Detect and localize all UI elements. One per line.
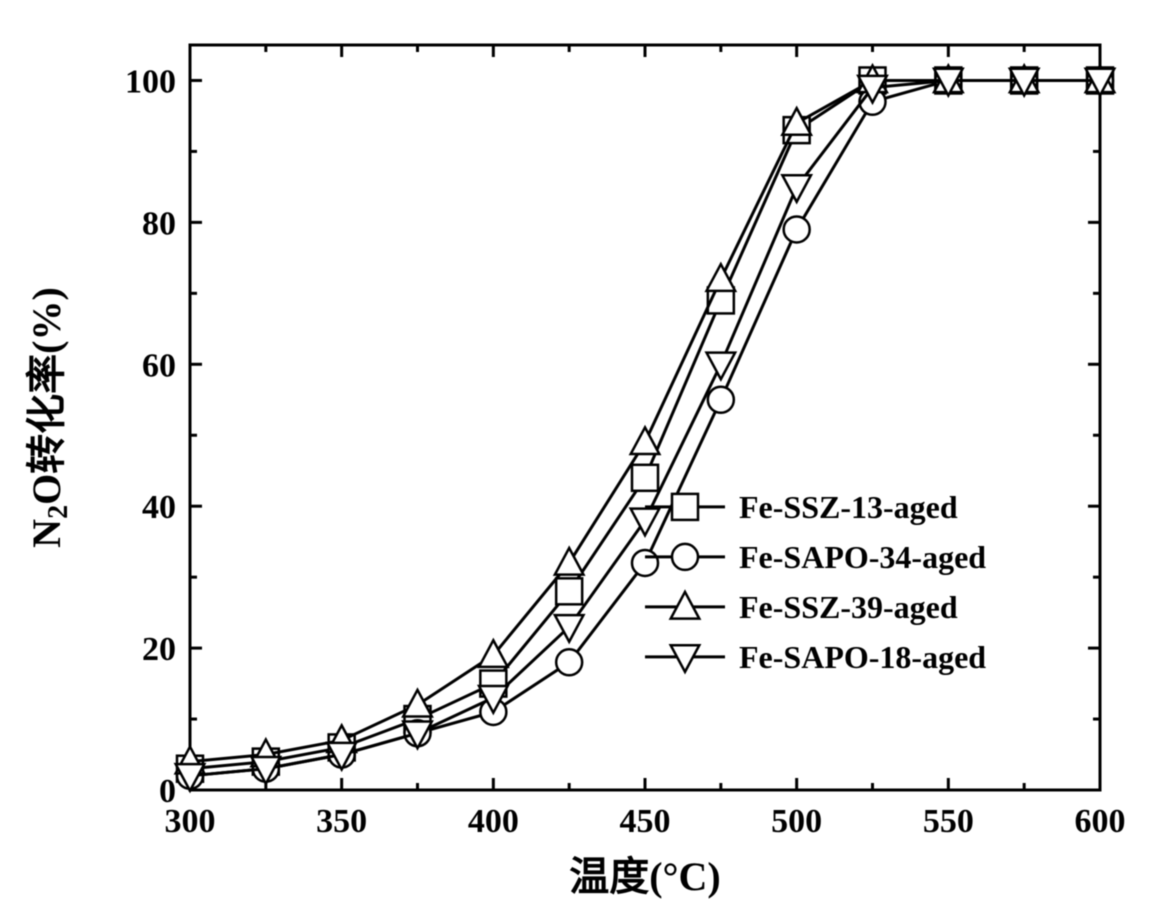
legend-label: Fe-SAPO-34-aged — [739, 539, 986, 575]
y-tick-label: 40 — [142, 489, 176, 526]
chart-container: 300350400450500550600020406080100温度(°C)N… — [0, 0, 1150, 923]
y-tick-label: 60 — [142, 347, 176, 384]
series-marker — [632, 465, 658, 491]
legend-label: Fe-SSZ-39-aged — [739, 589, 958, 625]
x-tick-label: 500 — [771, 803, 822, 840]
y-tick-label: 100 — [125, 63, 176, 100]
x-tick-label: 450 — [620, 803, 671, 840]
x-tick-label: 600 — [1075, 803, 1126, 840]
x-tick-label: 550 — [923, 803, 974, 840]
legend-marker — [672, 494, 698, 520]
series-marker — [556, 649, 582, 675]
x-tick-label: 350 — [316, 803, 367, 840]
legend-label: Fe-SSZ-13-aged — [739, 489, 958, 525]
legend-marker — [672, 544, 698, 570]
y-tick-label: 20 — [142, 631, 176, 668]
legend-label: Fe-SAPO-18-aged — [739, 639, 986, 675]
series-marker — [784, 216, 810, 242]
series-marker — [632, 550, 658, 576]
n2o-conversion-chart: 300350400450500550600020406080100温度(°C)N… — [0, 0, 1150, 923]
series-marker — [556, 578, 582, 604]
y-tick-label: 80 — [142, 205, 176, 242]
series-marker — [708, 387, 734, 413]
y-tick-label: 0 — [159, 773, 176, 810]
x-axis-label: 温度(°C) — [569, 854, 721, 899]
x-tick-label: 400 — [468, 803, 519, 840]
